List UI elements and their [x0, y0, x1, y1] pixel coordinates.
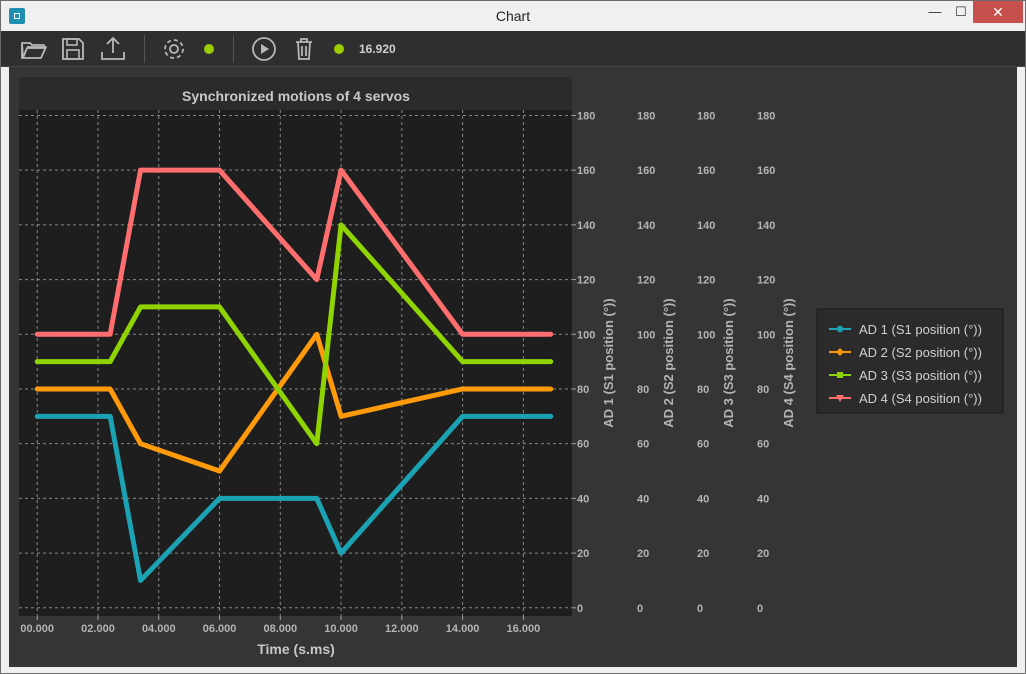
series-layer	[34, 167, 554, 583]
y-tick-label: 0	[697, 603, 703, 615]
y-tick-label: 40	[637, 493, 649, 505]
axes-layer: 00.000 02.000 04.000 06.000 08.000 10.000 12.0…	[20, 110, 796, 635]
legend-box	[816, 308, 1004, 414]
series-line	[34, 413, 554, 583]
x-tick-label: 16.000	[507, 623, 541, 635]
chart-panel: Synchronized motions of 4 servos 00.000 0…	[9, 67, 1017, 667]
y-tick-label: 140	[697, 220, 715, 232]
x-tick-label: 00.000	[20, 623, 54, 635]
y-axis-label: AD 4 (S4 position (°))	[781, 298, 796, 427]
chart-svg: Synchronized motions of 4 servos 00.000 0…	[19, 77, 1004, 657]
legend-label: AD 4 (S4 position (°))	[859, 391, 982, 406]
y-tick-label: 0	[757, 603, 763, 615]
y-tick-label: 80	[697, 384, 709, 396]
y-tick-label: 40	[757, 493, 769, 505]
y-tick-label: 0	[637, 603, 643, 615]
toolbar-separator	[233, 35, 234, 63]
y-tick-label: 100	[637, 329, 655, 341]
y-tick-label: 80	[577, 384, 589, 396]
y-tick-label: 20	[577, 548, 589, 560]
y-tick-label: 100	[577, 329, 595, 341]
title-bar: Chart — ☐ ✕	[1, 1, 1025, 31]
legend-marker-circle	[836, 325, 844, 333]
y-tick-label: 20	[697, 548, 709, 560]
y-tick-label: 120	[577, 275, 595, 287]
series-line	[34, 167, 554, 337]
x-tick-label: 10.000	[324, 623, 358, 635]
x-tick-label: 04.000	[142, 623, 176, 635]
y-tick-label: 180	[757, 110, 775, 122]
y-tick-label: 160	[637, 165, 655, 177]
legend-marker-diamond	[836, 348, 844, 356]
y-axis-label: AD 2 (S2 position (°))	[661, 298, 676, 427]
y-tick-label: 120	[697, 275, 715, 287]
legend-label: AD 3 (S3 position (°))	[859, 368, 982, 383]
y-tick-label: 140	[757, 220, 775, 232]
x-axis-label: Time (s.ms)	[257, 641, 335, 657]
y-tick-label: 160	[757, 165, 775, 177]
y-tick-label: 60	[637, 439, 649, 451]
status-indicator	[204, 44, 214, 54]
time-readout: 16.920	[359, 42, 396, 56]
minimize-button[interactable]: —	[928, 4, 942, 19]
app-icon	[9, 8, 25, 24]
save-icon[interactable]	[58, 34, 88, 64]
toolbar: 16.920	[1, 31, 1025, 67]
series-line	[34, 222, 554, 447]
toolbar-separator	[144, 35, 145, 63]
x-tick-label: 12.000	[385, 623, 419, 635]
play-icon[interactable]	[249, 34, 279, 64]
y-tick-label: 60	[757, 439, 769, 451]
x-tick-label: 06.000	[203, 623, 237, 635]
y-tick-label: 100	[697, 329, 715, 341]
y-tick-label: 180	[577, 110, 595, 122]
y-tick-label: 80	[757, 384, 769, 396]
chart-title: Synchronized motions of 4 servos	[182, 88, 410, 104]
y-tick-label: 160	[697, 165, 715, 177]
legend-label: AD 1 (S1 position (°))	[859, 322, 982, 337]
series-line	[34, 331, 554, 474]
y-tick-label: 180	[697, 110, 715, 122]
y-tick-label: 120	[637, 275, 655, 287]
x-tick-label: 02.000	[81, 623, 115, 635]
y-tick-label: 80	[637, 384, 649, 396]
upload-icon[interactable]	[98, 34, 128, 64]
y-tick-label: 100	[757, 329, 775, 341]
y-tick-label: 0	[577, 603, 583, 615]
y-axis-label: AD 3 (S3 position (°))	[721, 298, 736, 427]
running-indicator	[334, 44, 344, 54]
x-tick-label: 08.000	[263, 623, 297, 635]
y-tick-label: 20	[637, 548, 649, 560]
maximize-button[interactable]: ☐	[955, 4, 967, 19]
legend: AD 1 (S1 position (°)) AD 2 (S2 position …	[816, 308, 1004, 414]
window-title: Chart	[495, 8, 531, 24]
y-tick-label: 40	[577, 493, 589, 505]
legend-marker-square	[837, 372, 843, 378]
y-tick-label: 140	[637, 220, 655, 232]
y-tick-label: 40	[697, 493, 709, 505]
chart-title-bar	[19, 77, 572, 110]
close-button[interactable]: ✕	[973, 1, 1023, 23]
y-axis-label: AD 1 (S1 position (°))	[601, 298, 616, 427]
y-tick-label: 60	[577, 439, 589, 451]
y-tick-label: 140	[577, 220, 595, 232]
y-tick-label: 120	[757, 275, 775, 287]
trash-icon[interactable]	[289, 34, 319, 64]
settings-icon[interactable]	[159, 34, 189, 64]
y-tick-label: 20	[757, 548, 769, 560]
y-tick-label: 60	[697, 439, 709, 451]
legend-label: AD 2 (S2 position (°))	[859, 345, 982, 360]
y-tick-label: 160	[577, 165, 595, 177]
x-tick-label: 14.000	[446, 623, 480, 635]
y-tick-label: 180	[637, 110, 655, 122]
legend-marker-triangle	[836, 395, 844, 402]
open-folder-icon[interactable]	[19, 34, 49, 64]
